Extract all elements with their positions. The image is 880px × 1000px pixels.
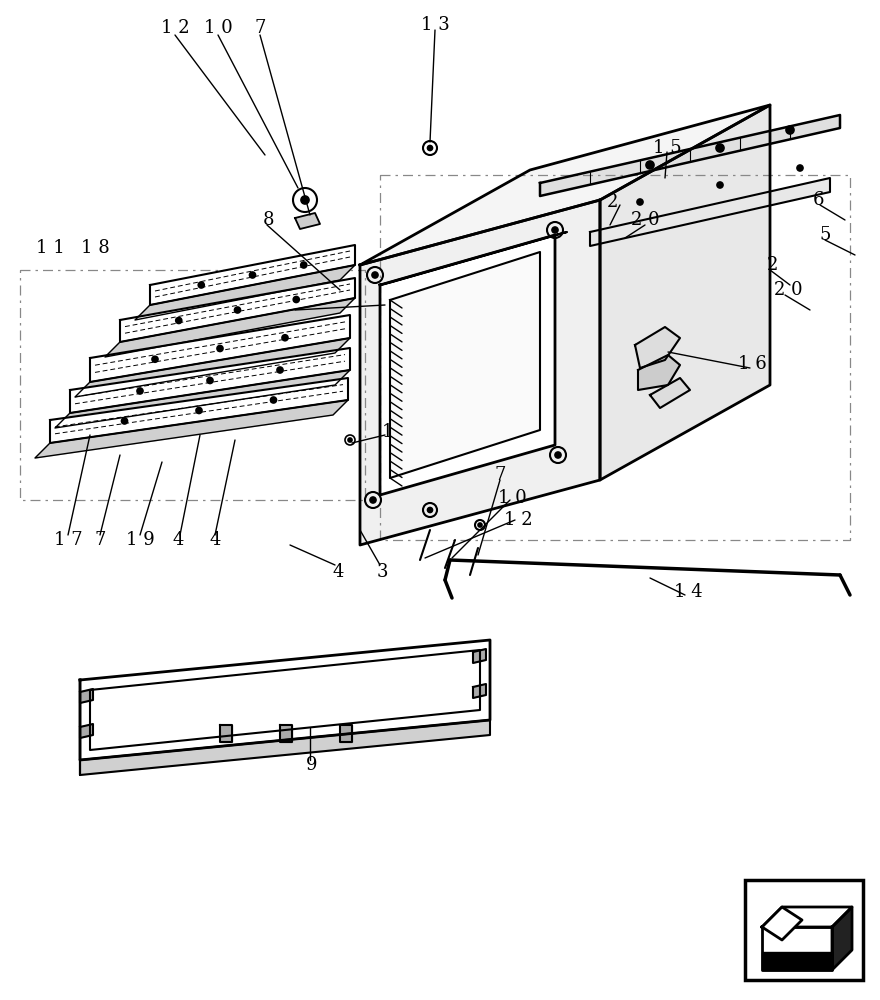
- Polygon shape: [380, 232, 567, 285]
- Circle shape: [301, 196, 309, 204]
- Polygon shape: [762, 907, 852, 927]
- Polygon shape: [35, 400, 348, 458]
- Polygon shape: [360, 105, 770, 265]
- Circle shape: [176, 318, 182, 324]
- Polygon shape: [590, 178, 830, 246]
- Text: 1 7: 1 7: [54, 531, 83, 549]
- Polygon shape: [80, 720, 490, 775]
- Polygon shape: [55, 370, 350, 428]
- Circle shape: [646, 161, 654, 169]
- Polygon shape: [80, 640, 490, 760]
- Text: 7: 7: [254, 19, 266, 37]
- Text: 4: 4: [333, 563, 344, 581]
- Circle shape: [207, 377, 213, 383]
- Circle shape: [797, 165, 803, 171]
- Polygon shape: [600, 105, 770, 480]
- Circle shape: [372, 272, 378, 278]
- Polygon shape: [762, 907, 802, 940]
- Text: 7: 7: [495, 466, 506, 484]
- Text: 2: 2: [766, 256, 778, 274]
- Text: 1 9: 1 9: [126, 531, 154, 549]
- Text: 7: 7: [94, 531, 106, 549]
- Text: 2: 2: [607, 193, 619, 211]
- Text: 4: 4: [209, 531, 221, 549]
- Polygon shape: [105, 298, 355, 357]
- Text: 1 5: 1 5: [653, 139, 681, 157]
- Circle shape: [370, 497, 376, 503]
- Polygon shape: [80, 724, 93, 738]
- Text: 1 0: 1 0: [203, 19, 232, 37]
- Circle shape: [637, 199, 643, 205]
- Circle shape: [716, 144, 724, 152]
- Text: 1: 1: [382, 423, 393, 441]
- Polygon shape: [120, 278, 355, 342]
- Circle shape: [552, 227, 558, 233]
- Polygon shape: [150, 245, 355, 305]
- Text: 1 2: 1 2: [503, 511, 532, 529]
- Polygon shape: [50, 378, 348, 443]
- Text: 4: 4: [172, 531, 184, 549]
- Polygon shape: [473, 684, 486, 698]
- Polygon shape: [638, 355, 680, 390]
- Circle shape: [282, 335, 288, 341]
- Text: 2 0: 2 0: [631, 211, 659, 229]
- Bar: [745, 880, 863, 980]
- Circle shape: [277, 367, 283, 373]
- Circle shape: [786, 126, 794, 134]
- Polygon shape: [80, 689, 93, 703]
- Circle shape: [428, 145, 432, 150]
- Text: 1 3: 1 3: [421, 16, 450, 34]
- Circle shape: [198, 282, 204, 288]
- Text: 1 8: 1 8: [81, 239, 109, 257]
- Circle shape: [555, 452, 561, 458]
- Text: 1 2: 1 2: [161, 19, 189, 37]
- Text: 2 0: 2 0: [774, 281, 803, 299]
- Polygon shape: [380, 235, 555, 495]
- Polygon shape: [135, 265, 355, 320]
- Circle shape: [121, 418, 128, 424]
- Polygon shape: [473, 649, 486, 663]
- Circle shape: [293, 296, 299, 302]
- Polygon shape: [90, 650, 480, 750]
- Circle shape: [152, 356, 158, 362]
- Circle shape: [270, 397, 276, 403]
- Circle shape: [301, 262, 307, 268]
- Polygon shape: [635, 327, 680, 368]
- Polygon shape: [360, 200, 600, 545]
- Text: 9: 9: [306, 756, 318, 774]
- Circle shape: [717, 182, 723, 188]
- Polygon shape: [90, 315, 350, 382]
- Polygon shape: [832, 907, 852, 970]
- Polygon shape: [540, 115, 840, 196]
- Polygon shape: [650, 378, 690, 408]
- Circle shape: [250, 272, 255, 278]
- Text: 6: 6: [812, 191, 824, 209]
- Polygon shape: [220, 725, 232, 742]
- Text: 5: 5: [819, 226, 831, 244]
- Text: 3: 3: [377, 563, 388, 581]
- Circle shape: [348, 438, 352, 442]
- Circle shape: [478, 523, 482, 527]
- Polygon shape: [280, 725, 292, 742]
- Polygon shape: [75, 338, 350, 397]
- Circle shape: [217, 346, 223, 352]
- Polygon shape: [390, 252, 540, 478]
- Circle shape: [428, 508, 432, 512]
- Text: 1 0: 1 0: [497, 489, 526, 507]
- Polygon shape: [70, 348, 350, 413]
- Polygon shape: [762, 927, 832, 970]
- Polygon shape: [295, 213, 320, 229]
- Circle shape: [196, 408, 202, 414]
- Text: 8: 8: [262, 211, 274, 229]
- Text: 1 6: 1 6: [737, 355, 766, 373]
- Polygon shape: [762, 952, 832, 970]
- Circle shape: [137, 388, 143, 394]
- Circle shape: [234, 307, 240, 313]
- Text: 1 4: 1 4: [674, 583, 702, 601]
- Polygon shape: [340, 725, 352, 742]
- Text: 1 1: 1 1: [35, 239, 64, 257]
